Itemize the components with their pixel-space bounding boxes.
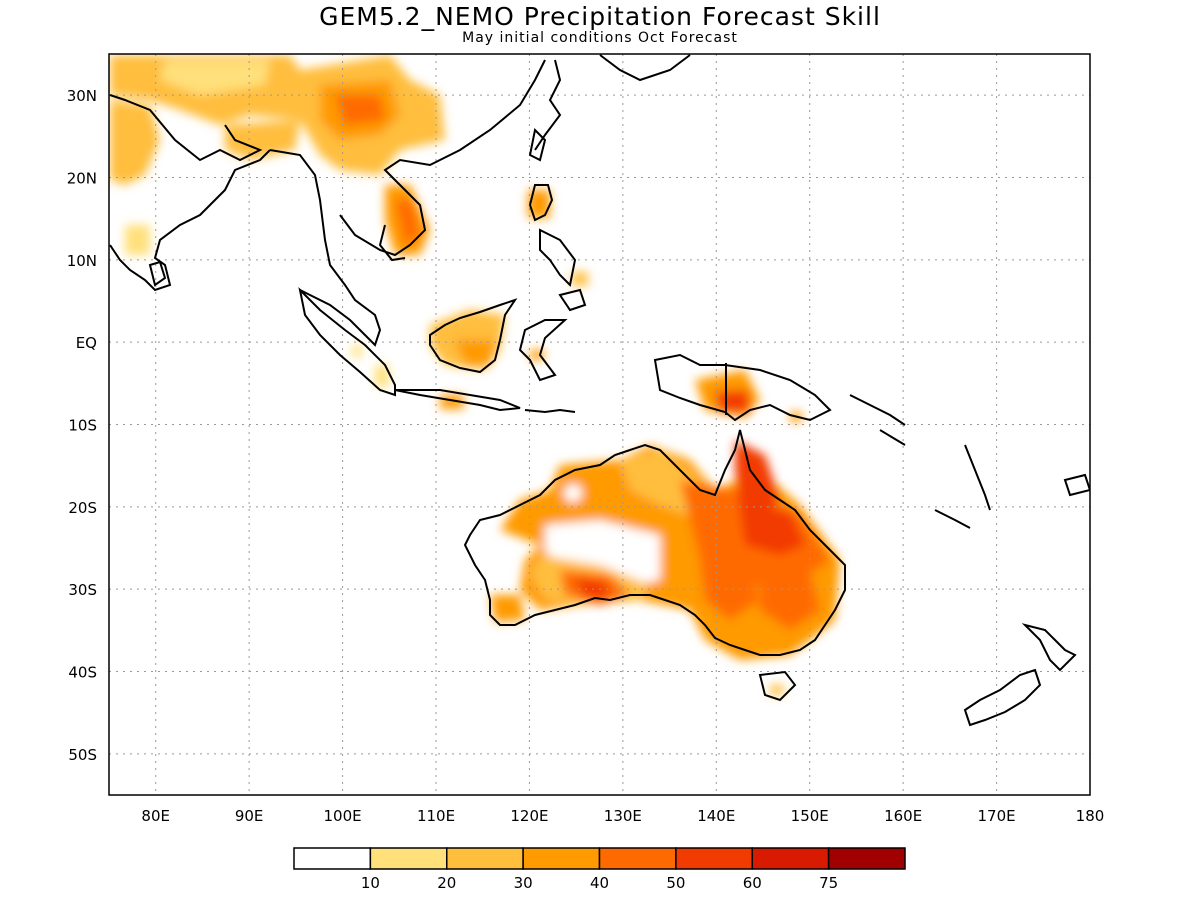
colorbar-label: 60 [743,874,762,892]
lon-tick-label: 90E [235,807,264,825]
lat-tick-label: 10N [67,252,97,270]
lon-tick-label: 120E [510,807,548,825]
lat-tick-label: EQ [76,334,97,352]
lat-tick-label: 20S [68,499,97,517]
latitude-tick-labels: 30N 20N 10N EQ 10S 20S 30S 40S 50S [67,87,97,764]
lat-tick-label: 20N [67,170,97,188]
lat-tick-label: 30N [67,87,97,105]
colorbar-label: 10 [361,874,380,892]
colorbar-swatch [598,847,677,870]
lat-tick-label: 50S [68,746,97,764]
colorbar-label: 40 [590,874,609,892]
colorbar-label: 20 [437,874,456,892]
lon-tick-label: 160E [884,807,922,825]
skill-shading [110,55,840,695]
colorbar-swatch [675,847,753,870]
plot-frame [108,53,1091,796]
lon-tick-label: 130E [604,807,642,825]
colorbar-swatch [369,847,448,870]
colorbar-label: 30 [514,874,533,892]
colorbar-swatch [522,847,601,870]
colorbar-label: 75 [819,874,838,892]
map-subtitle: May initial conditions Oct Forecast [462,30,738,46]
map-title: GEM5.2_NEMO Precipitation Forecast Skill [319,2,881,31]
lon-tick-label: 170E [978,807,1016,825]
lon-tick-label: 150E [791,807,829,825]
lon-tick-label: 110E [417,807,455,825]
colorbar-label: 50 [666,874,685,892]
lat-tick-label: 40S [68,664,97,682]
lon-tick-label: 100E [324,807,362,825]
colorbar-swatch [293,847,372,870]
lat-tick-label: 10S [68,417,97,435]
longitude-tick-labels: 80E 90E 100E 110E 120E 130E 140E 150E 160E 170E 18… [141,807,1104,825]
lon-tick-label: 80E [141,807,170,825]
colorbar-swatch [827,847,906,870]
map-gridlines [109,54,1090,795]
colorbar-swatch [751,847,830,870]
colorbar-swatch [446,847,524,870]
colorbar: 10 20 30 40 50 60 75 [293,847,906,892]
lon-tick-label: 140E [697,807,735,825]
lon-tick-label: 180 [1076,807,1105,825]
lat-tick-label: 30S [68,581,97,599]
coastlines [109,54,1090,727]
